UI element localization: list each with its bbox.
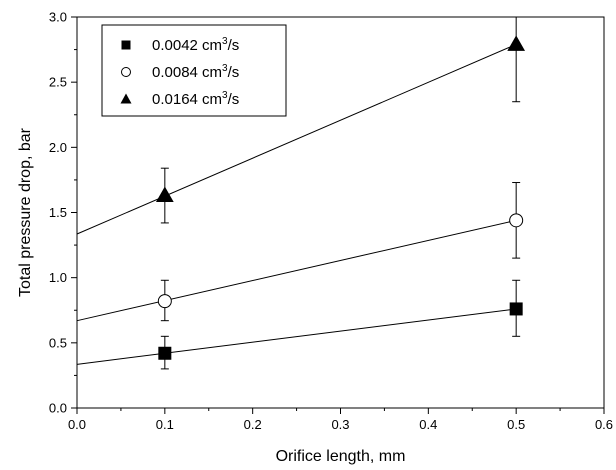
- x-tick-label: 0.6: [595, 417, 613, 432]
- x-tick-label: 0.1: [156, 417, 174, 432]
- error-bars: [160, 16, 521, 370]
- legend-triangle-icon: [120, 93, 132, 104]
- x-axis-label: Orifice length, mm: [276, 448, 406, 465]
- y-tick-label: 1.5: [49, 205, 67, 220]
- fit-line-series-1: [76, 308, 517, 365]
- y-axis-ticks: 0.0 0.5 1.0 1.5 2.0 2.5 3.0: [49, 10, 77, 416]
- data-point-circle: [157, 294, 172, 309]
- x-axis-ticks: 0.0 0.1 0.2 0.3 0.4 0.5 0.6: [68, 408, 613, 432]
- x-tick-label: 0.3: [331, 417, 349, 432]
- y-tick-label: 2.0: [49, 140, 67, 155]
- x-tick-label: 0.2: [244, 417, 262, 432]
- x-tick-label: 0.4: [419, 417, 437, 432]
- legend-entry-1: 0.0042 cm3/s: [152, 36, 239, 54]
- y-axis-label: Total pressure drop, bar: [17, 127, 34, 297]
- data-point-square: [158, 346, 172, 360]
- fit-lines: [76, 43, 517, 365]
- y-tick-label: 1.0: [49, 270, 67, 285]
- legend-box: [101, 24, 287, 117]
- legend-circle-icon: [121, 67, 131, 77]
- y-tick-label: 0.0: [49, 401, 67, 416]
- data-point-square: [509, 302, 523, 316]
- legend: 0.0042 cm3/s 0.0084 cm3/s 0.0164 cm3/s: [101, 24, 287, 117]
- y-tick-label: 2.5: [49, 75, 67, 90]
- x-tick-label: 0.0: [68, 417, 86, 432]
- fit-line-series-3: [76, 43, 517, 235]
- legend-entry-3: 0.0164 cm3/s: [152, 90, 239, 108]
- legend-square-icon: [121, 40, 131, 50]
- x-tick-label: 0.5: [507, 417, 525, 432]
- data-point-triangle: [507, 35, 526, 51]
- y-tick-label: 0.5: [49, 335, 67, 350]
- data-markers: [155, 35, 526, 360]
- y-tick-label: 3.0: [49, 10, 67, 25]
- legend-entry-2: 0.0084 cm3/s: [152, 63, 239, 81]
- fit-line-series-2: [76, 219, 517, 322]
- data-point-circle: [509, 213, 524, 228]
- data-point-triangle: [155, 186, 174, 203]
